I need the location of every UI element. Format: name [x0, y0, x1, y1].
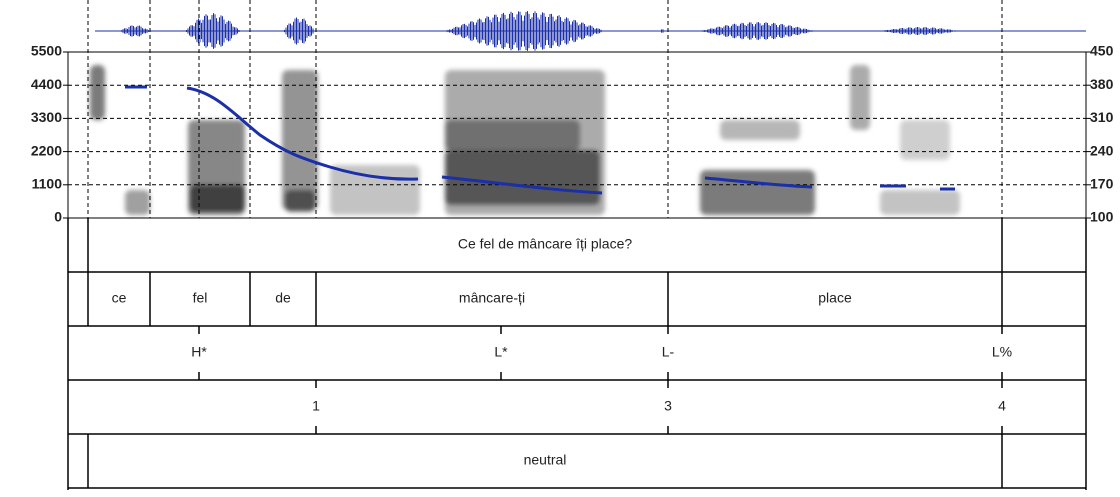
spectral-energy: [700, 170, 815, 215]
spectral-energy: [850, 65, 870, 130]
point-label: L-: [662, 344, 675, 360]
point-label: L%: [992, 344, 1012, 360]
spectral-energy: [282, 70, 318, 210]
spectral-energy: [445, 150, 600, 205]
spectral-energy: [330, 165, 420, 215]
y-tick-label: 2200: [31, 142, 62, 158]
y2-tick-label: 240: [1090, 142, 1114, 158]
waveform: [95, 11, 1086, 51]
y-tick-label: 0: [54, 209, 62, 225]
interval-label: ce: [112, 290, 127, 306]
spectral-energy: [720, 120, 800, 140]
spectral-energy: [125, 190, 150, 215]
point-label: 3: [664, 398, 672, 414]
y2-tick-label: 380: [1090, 76, 1114, 92]
spectral-energy: [880, 190, 960, 215]
interval-label: de: [275, 290, 291, 306]
plot-frame: [67, 51, 1087, 219]
y-tick-label: 5500: [31, 43, 62, 59]
y2-tick-label: 310: [1090, 109, 1114, 125]
interval-label: fel: [193, 290, 208, 306]
textgrid: Ce fel de mâncare îți place? ce fel de mânca…: [67, 218, 1087, 490]
interval-label: Ce fel de mâncare îți place?: [458, 236, 633, 252]
interval-label: place: [818, 290, 852, 306]
pitch-track: [125, 85, 955, 195]
y-tick-label: 4400: [31, 76, 62, 92]
y-tick-label: 1100: [32, 176, 63, 192]
waveform-trace: [121, 11, 960, 51]
y-tick-label: 3300: [31, 109, 62, 125]
spectral-energy: [285, 190, 315, 212]
axes: 0 1100 2200 3300 4400 5500 100 170 240 310 380 450: [31, 43, 1114, 225]
spectral-energy: [445, 120, 580, 150]
y2-tick-label: 170: [1090, 176, 1114, 192]
y2-tick-label: 100: [1090, 209, 1114, 225]
point-label: 4: [998, 398, 1006, 414]
interval-label: mâncare-ți: [459, 290, 525, 306]
point-label: H*: [191, 344, 207, 360]
y2-tick-label: 450: [1090, 43, 1114, 59]
point-label: L*: [494, 344, 508, 360]
spectral-energy: [900, 120, 950, 160]
spectral-energy: [190, 185, 245, 212]
point-label: 1: [312, 398, 320, 414]
spectrogram: [90, 65, 960, 215]
spectral-energy: [90, 65, 105, 120]
interval-label: neutral: [524, 452, 567, 468]
